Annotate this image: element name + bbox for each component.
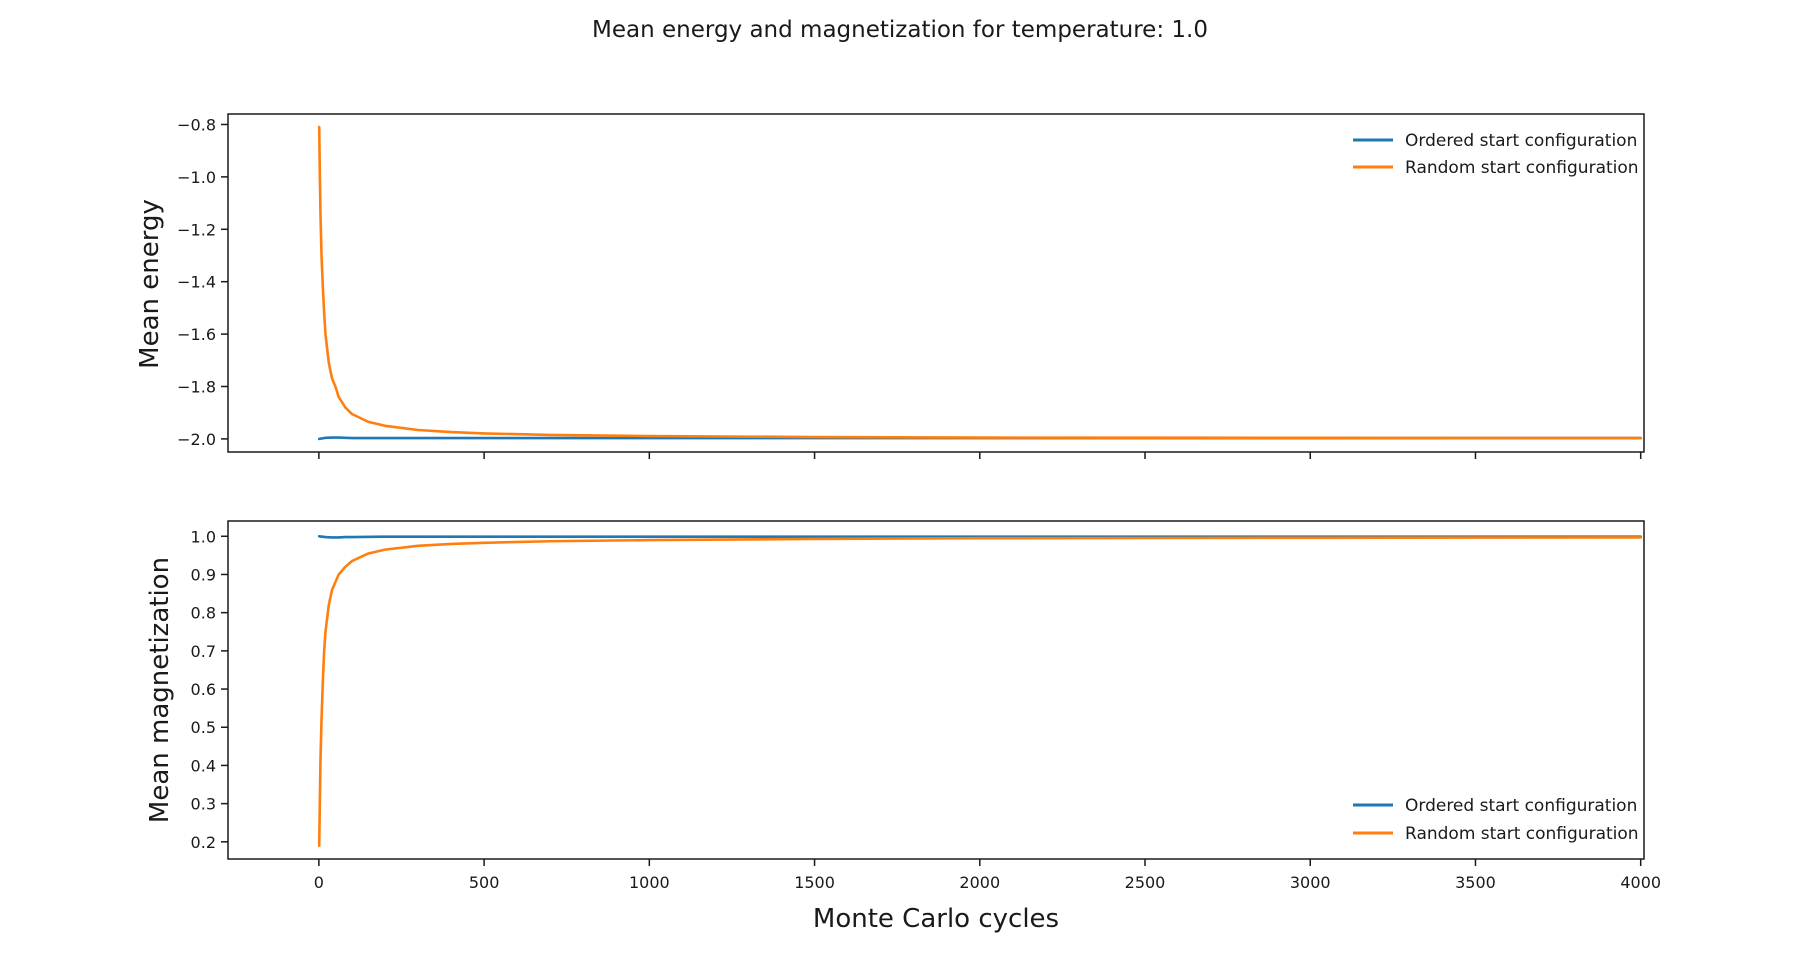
energy-ytick-label: −1.0: [177, 168, 216, 187]
energy-ytick-label: −1.6: [177, 325, 216, 344]
magnetization-legend: Ordered start configuration Random start…: [1353, 796, 1639, 844]
xtick-label: 0: [314, 873, 324, 892]
magnetization-ytick-label: 0.6: [191, 680, 216, 699]
energy-ytick-label: −1.2: [177, 220, 216, 239]
xtick-label: 2500: [1125, 873, 1166, 892]
xtick-label: 2000: [959, 873, 1000, 892]
magnetization-ytick-label: 0.7: [191, 642, 216, 661]
energy-series: [317, 125, 1642, 441]
energy-ytick-label: −0.8: [177, 115, 216, 134]
x-axis-label: Monte Carlo cycles: [813, 904, 1059, 934]
energy-legend-ordered-label: Ordered start configuration: [1405, 131, 1637, 151]
magnetization-axes-frame: [227, 520, 1645, 860]
energy-ytick-label: −1.8: [177, 377, 216, 396]
energy-series-random-line: [317, 125, 1642, 440]
xtick-label: 4000: [1620, 873, 1661, 892]
energy-legend-random-label: Random start configuration: [1405, 158, 1639, 178]
magnetization-xticks: 0 500 1000 1500 2000 2500 3000 3500 4000: [314, 859, 1661, 892]
xtick-label: 500: [469, 873, 500, 892]
magnetization-ytick-label: 0.9: [191, 565, 216, 584]
magnetization-yticks: 0.2 0.3 0.4 0.5 0.6 0.7 0.8 0.9 1.0: [191, 527, 228, 852]
energy-ylabel: Mean energy: [135, 199, 165, 369]
magnetization-ylabel: Mean magnetization: [145, 557, 175, 823]
xtick-label: 3000: [1290, 873, 1331, 892]
energy-axes-frame: [227, 113, 1645, 453]
energy-legend: Ordered start configuration Random start…: [1353, 131, 1639, 178]
magnetization-ytick-label: 0.5: [191, 718, 216, 737]
xtick-label: 3500: [1455, 873, 1496, 892]
magnetization-series-random-line: [317, 536, 1642, 847]
energy-ytick-label: −2.0: [177, 430, 216, 449]
energy-yticks: −2.0 −1.8 −1.6 −1.4 −1.2 −1.0 −0.8: [177, 115, 228, 449]
magnetization-ytick-label: 1.0: [191, 527, 216, 546]
magnetization-series-ordered-line: [317, 534, 1642, 539]
energy-xticks: [318, 452, 1642, 459]
magnetization-legend-random-label: Random start configuration: [1405, 824, 1639, 844]
magnetization-series: [317, 534, 1642, 847]
xtick-label: 1500: [794, 873, 835, 892]
energy-subplot: −2.0 −1.8 −1.6 −1.4 −1.2 −1.0 −0.8 Mean energy…: [135, 113, 1645, 459]
chart-title: Mean energy and magnetization for temper…: [592, 17, 1208, 43]
magnetization-subplot: 0.2 0.3 0.4 0.5 0.6 0.7 0.8 0.9 1.0 0 500 1000 1500…: [145, 520, 1661, 934]
magnetization-ytick-label: 0.2: [191, 833, 216, 852]
energy-ytick-label: −1.4: [177, 273, 216, 292]
magnetization-legend-ordered-label: Ordered start configuration: [1405, 796, 1637, 816]
magnetization-ytick-label: 0.3: [191, 795, 216, 814]
magnetization-ytick-label: 0.4: [191, 756, 216, 775]
magnetization-ytick-label: 0.8: [191, 604, 216, 623]
xtick-label: 1000: [629, 873, 670, 892]
